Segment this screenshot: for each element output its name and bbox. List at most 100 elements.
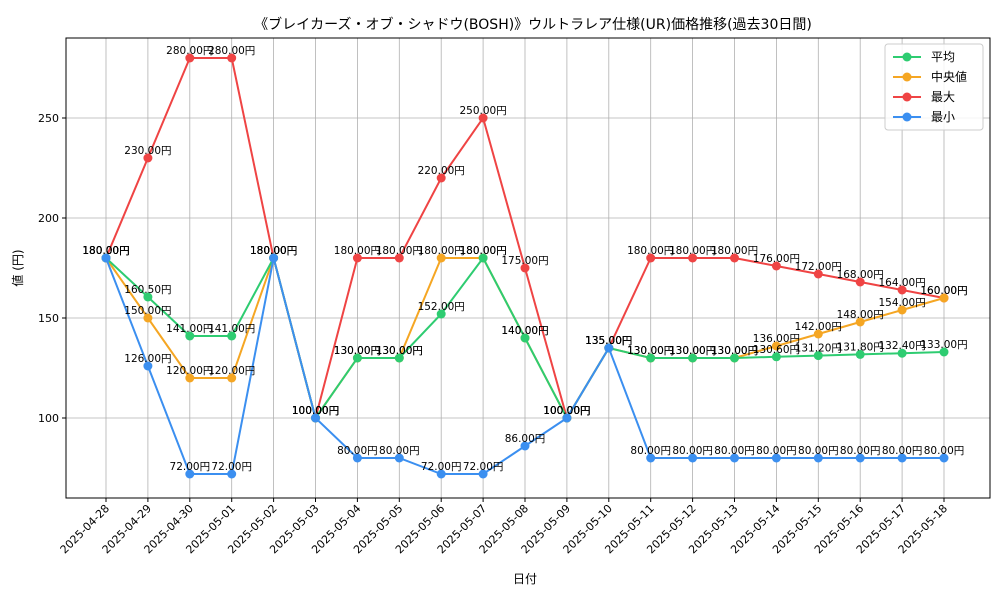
data-point xyxy=(478,113,488,123)
legend-marker xyxy=(902,112,912,122)
data-point xyxy=(394,253,404,263)
data-label: 80.00円 xyxy=(337,445,378,457)
data-label: 130.00円 xyxy=(627,345,674,357)
series-layer xyxy=(101,53,949,479)
data-point xyxy=(730,453,739,463)
y-tick-label: 250 xyxy=(38,112,59,125)
data-point xyxy=(227,373,237,383)
data-label: 133.00円 xyxy=(920,339,967,351)
chart-title: 《ブレイカーズ・オブ・シャドウ(BOSH)》ウルトラレア仕様(UR)価格推移(過… xyxy=(254,16,812,33)
data-label: 135.00円 xyxy=(585,335,632,347)
data-label: 80.00円 xyxy=(379,445,420,457)
legend-entry: 最大 xyxy=(931,90,955,104)
data-point xyxy=(436,469,446,479)
data-label: 180.00円 xyxy=(376,245,423,257)
data-point xyxy=(143,361,153,371)
data-label: 120.00円 xyxy=(208,365,255,377)
data-label: 176.00円 xyxy=(753,253,800,265)
data-label: 168.00円 xyxy=(837,269,884,281)
data-label: 72.00円 xyxy=(421,461,462,473)
data-point xyxy=(771,453,781,463)
data-label: 280.00円 xyxy=(166,45,213,57)
data-label: 100.00円 xyxy=(292,405,339,417)
data-label: 141.00円 xyxy=(208,323,255,335)
data-label: 80.00円 xyxy=(798,445,839,457)
data-label: 180.00円 xyxy=(250,245,297,257)
data-label: 180.00円 xyxy=(459,245,506,257)
data-point xyxy=(143,313,153,323)
data-point xyxy=(227,331,237,341)
data-label: 100.00円 xyxy=(292,405,339,417)
data-label: 130.00円 xyxy=(711,345,758,357)
data-label: 250.00円 xyxy=(459,105,506,117)
data-label: 130.00円 xyxy=(627,345,674,357)
data-point xyxy=(394,353,404,363)
legend-entry: 平均 xyxy=(931,50,955,64)
data-label: 280.00円 xyxy=(208,45,255,57)
data-point xyxy=(185,373,195,383)
data-label: 72.00円 xyxy=(211,461,252,473)
data-label: 130.00円 xyxy=(376,345,423,357)
data-point xyxy=(855,317,865,327)
legend-marker xyxy=(902,72,912,82)
data-point xyxy=(143,153,153,163)
data-label: 180.00円 xyxy=(82,245,129,257)
data-label: 130.00円 xyxy=(711,345,758,357)
data-label: 180.00円 xyxy=(627,245,674,257)
data-label: 80.00円 xyxy=(756,445,797,457)
data-label: 130.00円 xyxy=(334,345,381,357)
y-tick-label: 200 xyxy=(38,212,59,225)
data-label: 152.00円 xyxy=(418,301,465,313)
data-point xyxy=(771,352,781,362)
x-axis-label: 日付 xyxy=(513,572,537,586)
data-label: 140.00円 xyxy=(501,325,548,337)
data-label: 100.00円 xyxy=(292,405,339,417)
data-point xyxy=(855,277,865,287)
data-label: 100.00円 xyxy=(543,405,590,417)
data-point xyxy=(185,331,195,341)
data-label: 135.00円 xyxy=(585,335,632,347)
data-point xyxy=(730,253,739,263)
data-point xyxy=(855,453,865,463)
data-label: 132.40円 xyxy=(878,340,925,352)
data-label: 180.00円 xyxy=(418,245,465,257)
data-point xyxy=(939,293,949,303)
data-label: 72.00円 xyxy=(463,461,504,473)
data-point xyxy=(520,333,530,343)
data-point xyxy=(688,253,698,263)
data-point xyxy=(730,353,739,363)
data-label: 141.00円 xyxy=(166,323,213,335)
data-point xyxy=(101,253,111,263)
y-axis: 100 150 200 250 xyxy=(38,112,66,425)
data-label: 80.00円 xyxy=(882,445,923,457)
data-point xyxy=(352,353,362,363)
data-label: 142.00円 xyxy=(795,321,842,333)
data-label: 80.00円 xyxy=(714,445,755,457)
data-point xyxy=(394,453,404,463)
data-label: 131.80円 xyxy=(837,341,884,353)
data-point xyxy=(562,413,572,423)
y-tick-label: 150 xyxy=(38,312,59,325)
data-point xyxy=(604,343,614,353)
legend-marker xyxy=(902,92,912,102)
data-label: 154.00円 xyxy=(878,297,925,309)
data-point xyxy=(646,253,656,263)
data-label: 160.00円 xyxy=(920,285,967,297)
data-label: 100.00円 xyxy=(292,405,339,417)
data-label: 126.00円 xyxy=(124,353,171,365)
data-label: 136.00円 xyxy=(753,333,800,345)
data-label: 86.00円 xyxy=(505,433,546,445)
data-point xyxy=(646,453,656,463)
data-label: 148.00円 xyxy=(837,309,884,321)
data-point xyxy=(646,353,656,363)
data-label: 172.00円 xyxy=(795,261,842,273)
data-point xyxy=(352,253,362,263)
x-axis: 2025-04-282025-04-292025-04-302025-05-01… xyxy=(58,498,950,556)
data-point xyxy=(939,453,949,463)
legend-entry: 中央値 xyxy=(931,69,967,84)
data-label: 80.00円 xyxy=(840,445,881,457)
data-label: 180.00円 xyxy=(334,245,381,257)
data-label: 180.00円 xyxy=(711,245,758,257)
legend-marker xyxy=(902,52,912,62)
data-point xyxy=(143,292,153,302)
